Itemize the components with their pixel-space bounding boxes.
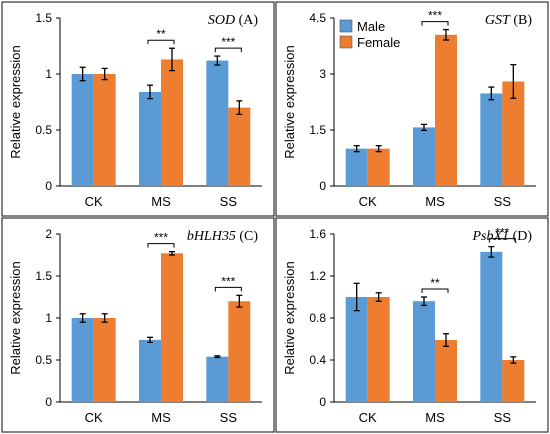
panel-tag: (A) <box>239 13 259 28</box>
chart-title: PsbX1 (D) <box>472 229 533 244</box>
x-tick-label: MS <box>425 410 445 425</box>
bar-female-ck <box>367 297 390 402</box>
gene-name: SOD <box>208 13 235 28</box>
bar-female-ss <box>228 301 251 402</box>
significance-label: *** <box>221 35 235 49</box>
significance-bracket <box>147 243 175 248</box>
significance-bracket <box>421 21 449 26</box>
y-tick-label: 0 <box>319 179 326 193</box>
x-tick-label: MS <box>151 194 171 209</box>
bar-female-ss <box>502 81 525 186</box>
panel-tag: (B) <box>513 13 532 28</box>
y-tick-label: 1.5 <box>35 11 52 25</box>
legend-label-male: Male <box>357 19 385 34</box>
y-tick-label: 0.8 <box>309 311 326 325</box>
significance-bracket <box>214 286 242 292</box>
significance-label: ** <box>430 276 440 290</box>
chart-title: GST (B) <box>485 13 532 28</box>
bar-male-ck <box>71 318 94 402</box>
y-axis-label: Relative expression <box>8 261 23 374</box>
bar-male-ck <box>71 74 94 186</box>
panel-sod: 0 0.5 1 1.5 Relative expression SOD (A) CK MS SS… <box>1 1 275 217</box>
y-tick-label: 0.5 <box>35 353 52 367</box>
bar-male-ms <box>413 301 435 402</box>
y-tick-label: 3 <box>319 67 326 81</box>
significance-label: *** <box>221 274 235 288</box>
significance-bracket <box>421 288 449 293</box>
bar-male-ms <box>139 339 161 402</box>
significance-bracket <box>488 238 516 243</box>
x-tick-label: SS <box>494 194 512 209</box>
y-tick-label: 0 <box>45 395 52 409</box>
y-tick-label: 2 <box>45 227 52 241</box>
y-tick-label: 0.4 <box>309 353 326 367</box>
x-tick-label: SS <box>494 410 512 425</box>
significance-label: *** <box>154 231 168 245</box>
y-tick-label: 1.5 <box>35 269 52 283</box>
y-tick-label: 0 <box>45 179 52 193</box>
bar-male-ck <box>345 148 368 186</box>
panel-psbx1: 0 0.4 0.8 1.2 1.6 Relative expression PsbX1 (D… <box>275 217 549 433</box>
y-tick-label: 0 <box>319 395 326 409</box>
chart-title: SOD (A) <box>208 13 259 28</box>
bar-female-ck <box>367 148 390 186</box>
y-tick-label: 1 <box>45 311 52 325</box>
y-tick-label: 1.6 <box>309 227 326 241</box>
y-tick-label: 0.5 <box>35 123 52 137</box>
y-axis-label: Relative expression <box>282 261 297 374</box>
bar-female-ck <box>93 74 116 186</box>
bar-male-ck <box>345 297 368 402</box>
y-axis-label: Relative expression <box>282 45 297 158</box>
bar-male-ss <box>480 251 503 402</box>
bar-female-ms <box>161 59 183 186</box>
x-tick-label: CK <box>359 410 377 425</box>
bar-male-ss <box>206 60 229 187</box>
x-tick-label: SS <box>220 194 238 209</box>
significance-bracket <box>214 47 242 53</box>
x-tick-label: MS <box>151 410 171 425</box>
panel-border <box>275 217 549 433</box>
panel-gst: 0 1.5 3 4.5 Relative expression GST (B) CK MS SS… <box>275 1 549 217</box>
bar-female-ss <box>502 360 525 402</box>
panel-border <box>1 1 275 217</box>
bar-male-ms <box>413 127 435 186</box>
y-tick-label: 1.5 <box>309 123 326 137</box>
legend-swatch-male <box>339 19 353 33</box>
x-tick-label: CK <box>85 410 103 425</box>
y-tick-label: 1 <box>45 67 52 81</box>
gene-name: PsbX1 <box>472 229 510 244</box>
legend-label-female: Female <box>357 35 400 50</box>
y-axis-label: Relative expression <box>8 45 23 158</box>
x-tick-label: SS <box>220 410 238 425</box>
panel-bhlh35: 0 0.5 1 1.5 2 Relative expression bHLH35 (C) CK… <box>1 217 275 433</box>
significance-bracket <box>147 39 175 45</box>
legend-swatch-female <box>339 35 353 49</box>
bar-male-ss <box>206 356 229 402</box>
panel-border <box>275 1 549 217</box>
bar-female-ms <box>435 34 457 186</box>
panel-tag: (D) <box>513 229 533 244</box>
bar-female-ms <box>161 253 183 402</box>
bar-male-ms <box>139 91 161 186</box>
y-tick-label: 1.2 <box>309 269 326 283</box>
bar-female-ck <box>93 318 116 402</box>
bar-female-ms <box>435 340 457 402</box>
gene-name: bHLH35 <box>187 229 236 244</box>
panel-tag: (C) <box>239 229 258 244</box>
x-tick-label: CK <box>85 194 103 209</box>
significance-label: ** <box>156 27 166 41</box>
x-tick-label: CK <box>359 194 377 209</box>
significance-label: *** <box>495 226 509 240</box>
bar-male-ss <box>480 93 503 186</box>
bar-female-ss <box>228 107 251 186</box>
x-tick-label: MS <box>425 194 445 209</box>
chart-title: bHLH35 (C) <box>187 229 259 244</box>
panel-border <box>1 217 275 433</box>
y-tick-label: 4.5 <box>309 11 326 25</box>
significance-label: *** <box>428 9 442 23</box>
gene-name: GST <box>485 13 511 28</box>
